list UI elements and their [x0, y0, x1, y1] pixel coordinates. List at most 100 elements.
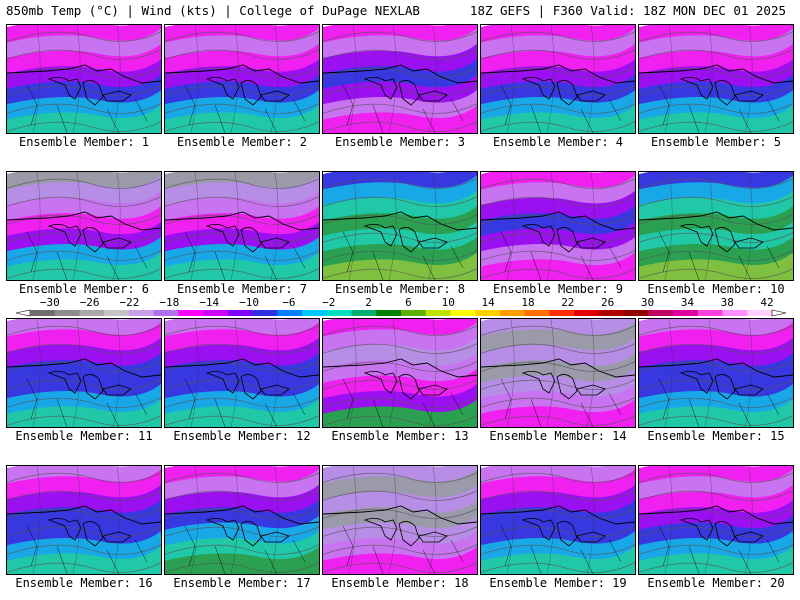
member-label: Ensemble Member: 8: [334, 282, 466, 296]
member-label: Ensemble Member: 6: [18, 282, 150, 296]
temperature-map: [322, 171, 478, 281]
colorbar-swatch: [747, 310, 773, 316]
colorbar-swatch: [252, 310, 278, 316]
ensemble-member-panel: Ensemble Member: 16: [6, 465, 162, 590]
temperature-map: [6, 465, 162, 575]
colorbar-swatch: [499, 310, 525, 316]
temperature-map: [6, 24, 162, 134]
ensemble-member-panel: Ensemble Member: 9: [480, 171, 636, 296]
temperature-map: [480, 24, 636, 134]
member-label: Ensemble Member: 17: [173, 576, 311, 590]
temperature-map: [164, 24, 320, 134]
colorbar-tick-label: 26: [601, 296, 614, 309]
colorbar-tick-label: −2: [322, 296, 335, 309]
member-label: Ensemble Member: 10: [647, 282, 785, 296]
colorbar-swatch: [623, 310, 649, 316]
ensemble-member-panel: Ensemble Member: 7: [164, 171, 320, 296]
temperature-map: [638, 318, 794, 428]
colorbar-tick-label: 14: [481, 296, 495, 309]
colorbar-swatch: [401, 310, 427, 316]
temperature-map: [6, 171, 162, 281]
colorbar-swatch: [128, 310, 154, 316]
colorbar-swatch: [203, 310, 229, 316]
colorbar-tick-label: 10: [442, 296, 455, 309]
ensemble-member-panel: Ensemble Member: 1: [6, 24, 162, 149]
colorbar-swatch: [30, 310, 56, 316]
temperature-map: [638, 171, 794, 281]
colorbar-swatch: [153, 310, 179, 316]
colorbar-tick-label: 34: [681, 296, 695, 309]
colorbar-left-arrow: [15, 309, 31, 317]
header-left: 850mb Temp (°C) | Wind (kts) | College o…: [6, 3, 420, 18]
member-label: Ensemble Member: 20: [647, 576, 785, 590]
colorbar-swatch: [54, 310, 80, 316]
member-label: Ensemble Member: 1: [18, 135, 150, 149]
colorbar-tick-label: −6: [282, 296, 295, 309]
colorbar-tick-label: 6: [405, 296, 412, 309]
temperature-map: [322, 318, 478, 428]
colorbar-swatch: [178, 310, 204, 316]
ensemble-member-panel: Ensemble Member: 18: [322, 465, 478, 590]
temperature-map: [638, 24, 794, 134]
ensemble-member-panel: Ensemble Member: 6: [6, 171, 162, 296]
ensemble-member-panel: Ensemble Member: 11: [6, 318, 162, 443]
ensemble-member-panel: Ensemble Member: 4: [480, 24, 636, 149]
ensemble-member-panel: Ensemble Member: 14: [480, 318, 636, 443]
colorbar-swatch: [326, 310, 352, 316]
colorbar-swatch: [351, 310, 377, 316]
colorbar-swatch: [425, 310, 451, 316]
temperature-map: [480, 171, 636, 281]
colorbar: −30 −26 −22 −18 −14 −10 −6 −2 2 6 10 14 18 22 26 30 34 38…: [15, 296, 787, 317]
ensemble-member-panel: Ensemble Member: 3: [322, 24, 478, 149]
colorbar-swatch: [450, 310, 476, 316]
colorbar-tick-label: −10: [239, 296, 259, 309]
ensemble-member-panel: Ensemble Member: 10: [638, 171, 794, 296]
colorbar-swatch: [79, 310, 105, 316]
member-label: Ensemble Member: 18: [331, 576, 469, 590]
colorbar-tick-label: 30: [641, 296, 654, 309]
ensemble-member-panel: Ensemble Member: 2: [164, 24, 320, 149]
member-label: Ensemble Member: 16: [15, 576, 153, 590]
colorbar-tick-label: −18: [159, 296, 179, 309]
colorbar-swatch: [376, 310, 402, 316]
member-label: Ensemble Member: 14: [489, 429, 627, 443]
member-label: Ensemble Member: 7: [176, 282, 308, 296]
member-label: Ensemble Member: 13: [331, 429, 469, 443]
colorbar-swatch: [697, 310, 723, 316]
member-label: Ensemble Member: 15: [647, 429, 785, 443]
colorbar-swatch: [475, 310, 501, 316]
member-label: Ensemble Member: 5: [650, 135, 782, 149]
colorbar-swatch: [673, 310, 699, 316]
ensemble-member-panel: Ensemble Member: 17: [164, 465, 320, 590]
colorbar-tick-label: 22: [561, 296, 574, 309]
colorbar-right-arrow: [771, 309, 787, 317]
colorbar-tick-label: 18: [521, 296, 534, 309]
colorbar-swatch: [648, 310, 674, 316]
colorbar-tick-label: 42: [760, 296, 773, 309]
temperature-map: [322, 24, 478, 134]
temperature-map: [322, 465, 478, 575]
ensemble-member-panel: Ensemble Member: 5: [638, 24, 794, 149]
colorbar-swatch: [598, 310, 624, 316]
member-label: Ensemble Member: 2: [176, 135, 308, 149]
colorbar-tick-label: −26: [80, 296, 100, 309]
temperature-map: [6, 318, 162, 428]
member-label: Ensemble Member: 4: [492, 135, 624, 149]
colorbar-swatch: [104, 310, 130, 316]
ensemble-member-panel: Ensemble Member: 15: [638, 318, 794, 443]
temperature-map: [164, 465, 320, 575]
colorbar-swatch: [302, 310, 328, 316]
colorbar-tick-label: 2: [365, 296, 372, 309]
colorbar-swatch: [227, 310, 253, 316]
colorbar-swatch: [524, 310, 550, 316]
ensemble-member-panel: Ensemble Member: 8: [322, 171, 478, 296]
colorbar-tick-label: 38: [721, 296, 734, 309]
temperature-map: [480, 318, 636, 428]
temperature-map: [164, 171, 320, 281]
ensemble-member-panel: Ensemble Member: 13: [322, 318, 478, 443]
ensemble-member-panel: Ensemble Member: 19: [480, 465, 636, 590]
colorbar-tick-label: −30: [40, 296, 60, 309]
member-label: Ensemble Member: 3: [334, 135, 466, 149]
header-right: 18Z GEFS | F360 Valid: 18Z MON DEC 01 20…: [469, 3, 786, 18]
member-label: Ensemble Member: 11: [15, 429, 153, 443]
